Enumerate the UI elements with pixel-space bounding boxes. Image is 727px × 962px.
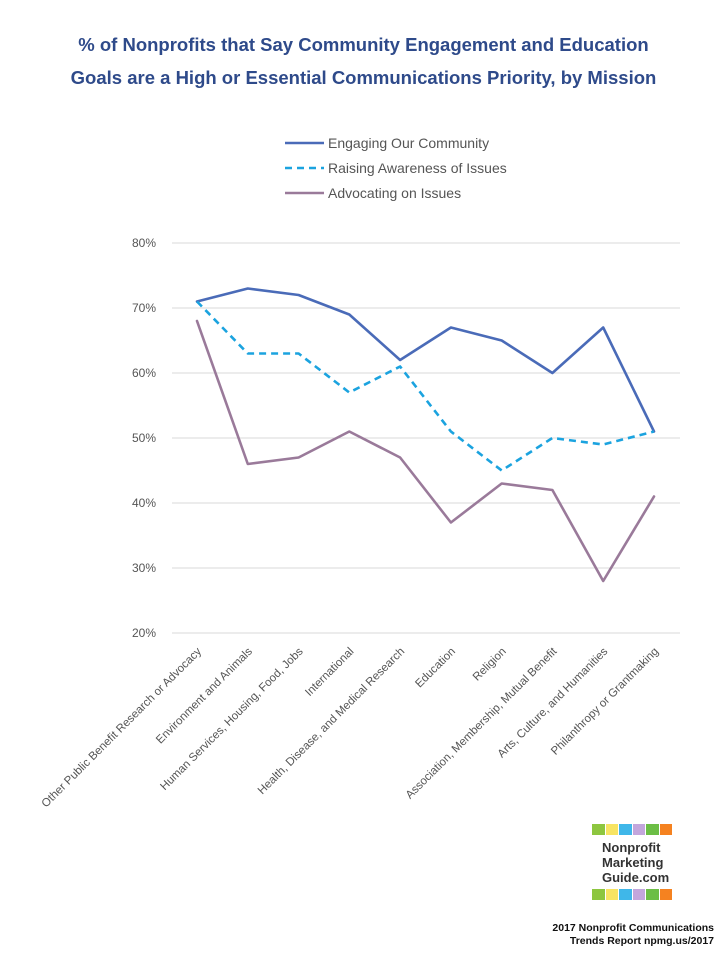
x-category-label: International — [303, 646, 356, 699]
series-line-engaging-our-community — [195, 287, 656, 433]
legend-label: Advocating on Issues — [328, 185, 461, 201]
logo-line-3: Guide.com — [602, 870, 670, 885]
logo-color-block — [646, 889, 659, 900]
chart-title: % of Nonprofits that Say Community Engag… — [0, 28, 727, 94]
y-tick-label: 40% — [132, 496, 156, 510]
x-category-label: Religion — [471, 646, 509, 684]
logo-color-bar-top — [592, 824, 672, 835]
x-category-label: Arts, Culture, and Humanities — [496, 645, 611, 760]
logo-color-block — [605, 824, 618, 835]
title-line-1: % of Nonprofits that Say Community Engag… — [78, 34, 649, 55]
y-tick-label: 50% — [132, 431, 156, 445]
source-footer: 2017 Nonprofit Communications Trends Rep… — [552, 922, 714, 948]
logo-color-block — [632, 889, 645, 900]
series-line-advocating-on-issues — [195, 319, 656, 583]
y-tick-label: 60% — [132, 366, 156, 380]
logo-line-2: Marketing — [602, 855, 664, 870]
logo-line-1: Nonprofit — [602, 840, 661, 855]
logo-color-block — [605, 889, 618, 900]
logo-color-block — [646, 824, 659, 835]
logo-color-block — [619, 824, 632, 835]
logo-color-block — [592, 889, 605, 900]
y-tick-label: 30% — [132, 561, 156, 575]
legend-label: Raising Awareness of Issues — [328, 160, 507, 176]
footer-line-1: 2017 Nonprofit Communications — [552, 922, 714, 934]
logo-color-block — [632, 824, 645, 835]
logo-color-bar-bottom — [592, 889, 672, 900]
legend-label: Engaging Our Community — [328, 135, 489, 151]
footer-line-2: Trends Report npmg.us/2017 — [569, 935, 714, 947]
y-tick-label: 20% — [132, 626, 156, 640]
y-tick-label: 80% — [132, 236, 156, 250]
x-category-label: Philanthropy or Grantmaking — [549, 646, 661, 758]
logo-color-block — [619, 889, 632, 900]
title-line-2: Goals are a High or Essential Communicat… — [70, 67, 657, 88]
logo-color-block — [659, 824, 672, 835]
x-category-label: Education — [413, 646, 458, 691]
series-line-raising-awareness — [196, 300, 655, 472]
logo-color-block — [592, 824, 605, 835]
x-category-label: Environment and Animals — [154, 645, 255, 746]
logo-text: Nonprofit Marketing Guide.com — [592, 835, 672, 889]
y-tick-label: 70% — [132, 301, 156, 315]
logo-color-block — [659, 889, 672, 900]
nonprofit-marketing-guide-logo: Nonprofit Marketing Guide.com — [592, 824, 672, 900]
